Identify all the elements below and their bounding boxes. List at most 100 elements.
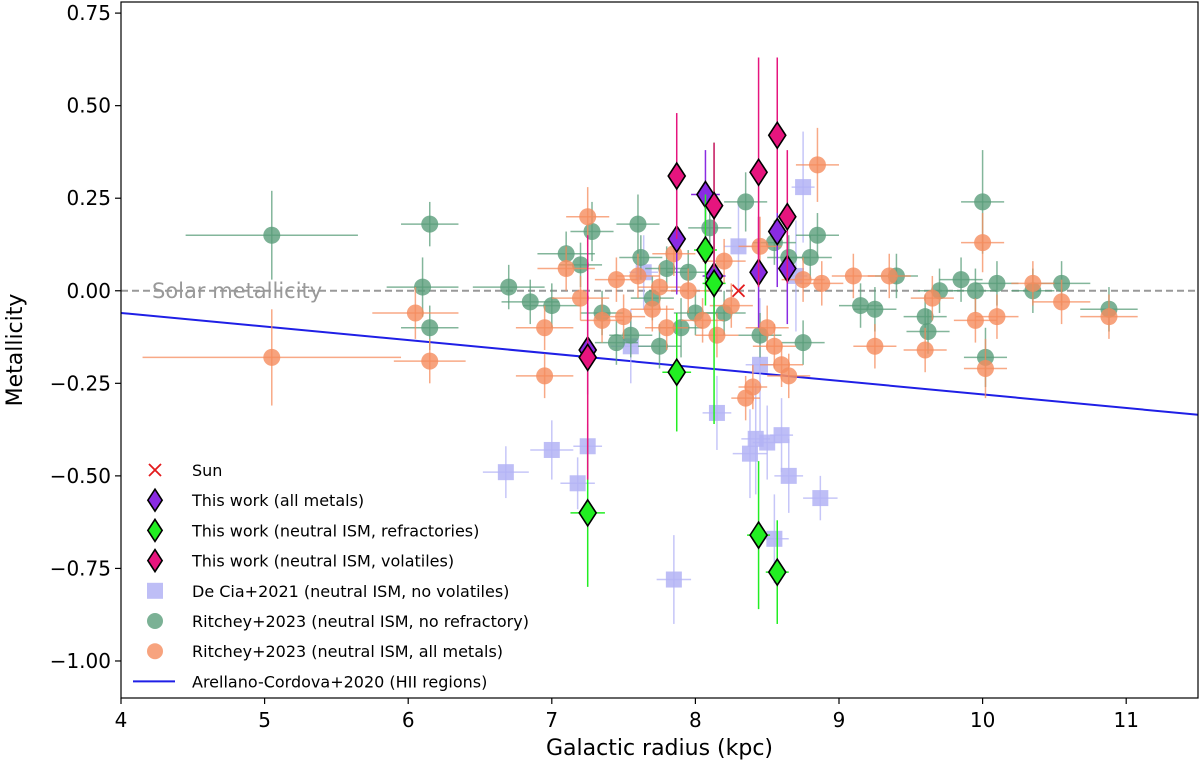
ritchey-all-point [643, 300, 661, 318]
ritchey-all-point [536, 319, 554, 337]
ritchey-all-point [651, 278, 668, 296]
ritchey-norefr-point [572, 256, 590, 274]
ritchey-all-point [708, 326, 726, 344]
ritchey-norefr-point [421, 319, 439, 337]
decia-point [759, 434, 776, 451]
ritchey-all-point [579, 208, 597, 226]
y-tick-label: 0.25 [66, 186, 111, 210]
ritchey-norefr-point [543, 297, 561, 315]
ritchey-all-point [808, 156, 826, 174]
ritchey-norefr-point [658, 260, 676, 278]
ritchey-norefr-point [988, 274, 1006, 292]
ritchey-all-point [916, 341, 934, 359]
y-tick-label: −0.50 [50, 464, 111, 488]
ritchey-norefr-point [607, 334, 625, 352]
ritchey-norefr-point [808, 226, 826, 244]
legend-label: This work (all metals) [191, 491, 364, 510]
ritchey-norefr-point [263, 226, 281, 244]
data-layer [121, 57, 1198, 624]
y-tick-label: 0.00 [66, 279, 111, 303]
x-axis-title: Galactic radius (kpc) [546, 736, 773, 761]
decia-point [708, 404, 725, 421]
ritchey-norefr-point [521, 293, 539, 311]
tick-layer: 4 5 6 7 8 9 10 11 −1.00 −0.75 −0.50 −0.25 0.00 0.25 0.… [50, 1, 1139, 732]
ritchey-all-point [988, 308, 1006, 326]
ritchey-all-point [758, 319, 776, 337]
legend-swatch [146, 548, 164, 574]
ritchey-norefr-point [916, 308, 934, 326]
decia-point [766, 530, 783, 547]
this-vol-point [578, 342, 598, 372]
ritchey-all-point [1053, 293, 1071, 311]
ritchey-all-point [715, 252, 733, 270]
ritchey-norefr-point [583, 223, 601, 241]
legend-label: Ritchey+2023 (neutral ISM, no refractory… [192, 612, 529, 631]
x-tick-label: 4 [115, 708, 128, 732]
decia-point [795, 179, 812, 196]
x-tick-label: 6 [402, 708, 415, 732]
x-tick-label: 5 [258, 708, 271, 732]
this-vol-point [667, 161, 687, 191]
this-vol-point [767, 120, 787, 150]
decia-point [497, 464, 514, 481]
ritchey-all-point [844, 267, 862, 285]
plot-frame [120, 1, 1199, 699]
ritchey-norefr-point [500, 278, 518, 296]
legend-label: This work (neutral ISM, refractories) [191, 521, 479, 540]
decia-point [773, 427, 790, 444]
decia-point [543, 441, 560, 458]
this-refr-point [767, 557, 787, 587]
y-tick-label: 0.75 [66, 1, 111, 25]
ritchey-norefr-point [966, 282, 984, 300]
y-axis-title: Metallicity [3, 294, 28, 407]
this-vol-series [578, 57, 797, 480]
solar-metallicity-label: Solar metallicity [152, 279, 322, 303]
this-refr-point [749, 520, 769, 550]
y-tick-label: −0.25 [50, 371, 111, 395]
legend-item-this-refr: This work (neutral ISM, refractories) [146, 517, 479, 543]
decia-point [741, 445, 758, 462]
ritchey-all-point [880, 267, 898, 285]
ritchey-all-point [722, 297, 740, 315]
x-tick-label: 7 [545, 708, 558, 732]
ritchey-all-point [751, 237, 769, 255]
ritchey-all-point [694, 311, 712, 329]
decia-point [812, 490, 829, 507]
ritchey-norefr-point [794, 334, 812, 352]
this-refr-point [704, 268, 724, 298]
legend-item-ritchey-norefr: Ritchey+2023 (neutral ISM, no refractory… [147, 612, 529, 631]
ritchey-all-point [615, 308, 633, 326]
this-all-point [767, 217, 787, 246]
ritchey-all-point [572, 289, 590, 307]
ritchey-all-point [744, 378, 762, 396]
ritchey-norefr-point [866, 300, 884, 318]
ritchey-all-point [421, 352, 439, 370]
x-tick-label: 8 [689, 708, 702, 732]
x-tick-label: 9 [833, 708, 846, 732]
ritchey-all-point [658, 319, 676, 337]
ritchey-all-point [866, 337, 884, 355]
ritchey-all-point [593, 311, 611, 329]
ritchey-norefr-point [421, 215, 439, 233]
ritchey-norefr-point [852, 297, 870, 315]
this-vol-point [749, 157, 769, 187]
this-refr-point [667, 357, 687, 387]
y-tick-label: −0.75 [50, 556, 111, 580]
legend-label: Arellano-Cordova+2020 (HII regions) [192, 672, 487, 691]
legend-item-sun: Sun [148, 461, 222, 480]
legend-item-ritchey-all: Ritchey+2023 (neutral ISM, all metals) [147, 642, 503, 661]
legend-label: De Cia+2021 (neutral ISM, no volatiles) [192, 582, 509, 601]
ritchey-norefr-point [952, 271, 970, 289]
ritchey-all-point [406, 304, 424, 322]
ritchey-all-point [923, 289, 941, 307]
ritchey-all-point [813, 274, 831, 292]
ritchey-norefr-point [651, 337, 668, 355]
ritchey-norefr-point [919, 322, 937, 340]
y-tick-label: 0.50 [66, 94, 111, 118]
ritchey-all-point [679, 282, 697, 300]
x-tick-label: 10 [970, 708, 995, 732]
ritchey-all-point [1024, 274, 1042, 292]
ritchey-all-point [765, 337, 783, 355]
legend-item-decia: De Cia+2021 (neutral ISM, no volatiles) [147, 582, 509, 601]
